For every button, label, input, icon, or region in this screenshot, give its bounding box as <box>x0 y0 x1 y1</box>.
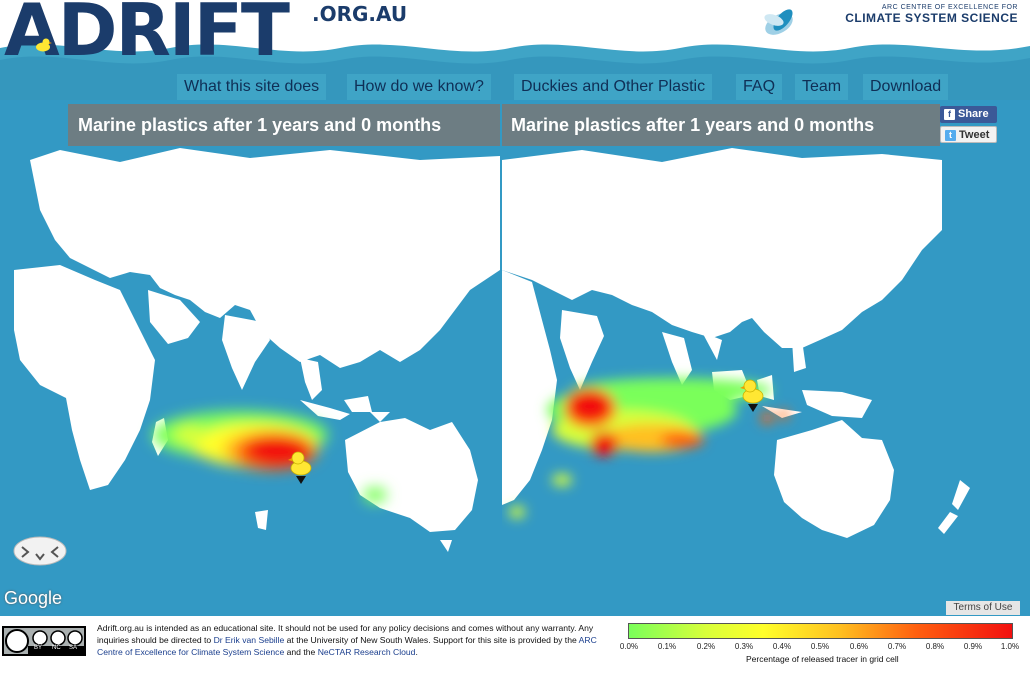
facebook-share-button[interactable]: f Share <box>940 106 997 123</box>
zoom-out-control[interactable] <box>12 534 68 568</box>
map-title-left: Marine plastics after 1 years and 0 mont… <box>68 104 500 146</box>
legend-tick: 0.9% <box>963 642 983 651</box>
cc-by-label: BY <box>34 645 43 651</box>
legend-tick: 0.2% <box>696 642 716 651</box>
site-header: ADRIFT .ORG.AU ARC CENTRE OF EXCELLENCE … <box>0 0 1030 100</box>
map-area: Google <box>0 100 1030 616</box>
nav-download[interactable]: Download <box>863 74 949 100</box>
disclaimer-text: Adrift.org.au is intended as an educatio… <box>97 622 602 658</box>
map-title-right: Marine plastics after 1 years and 0 mont… <box>502 104 940 146</box>
arc-centre-link[interactable]: ARC Centre of Excellence for Climate Sys… <box>97 635 597 657</box>
legend-tick: 0.3% <box>734 642 754 651</box>
erik-van-sebille-link[interactable]: Dr Erik van Sebille <box>213 635 285 645</box>
legend-tick: 1.0% <box>1000 642 1020 651</box>
partner-line1: ARC CENTRE OF EXCELLENCE FOR <box>881 4 1018 11</box>
cc-nc-label: NC <box>52 645 61 651</box>
nectar-link[interactable]: NeCTAR Research Cloud <box>317 647 416 657</box>
duck-marker-right[interactable] <box>740 379 764 412</box>
twitter-icon: t <box>945 130 956 141</box>
legend-tick: 0.4% <box>772 642 792 651</box>
duck-marker-left[interactable] <box>288 451 312 484</box>
map-panel-left[interactable]: Google <box>0 100 500 616</box>
legend-color-bar <box>628 623 1013 639</box>
legend-tick: 0.7% <box>887 642 907 651</box>
land-right <box>502 148 970 538</box>
legend-label: Percentage of released tracer in grid ce… <box>746 654 899 664</box>
site-logo[interactable]: ADRIFT <box>4 0 290 72</box>
tweet-button[interactable]: t Tweet <box>940 126 997 143</box>
share-label: Share <box>958 108 989 120</box>
logo-duck-icon <box>36 38 52 52</box>
legend-tick: 0.6% <box>849 642 869 651</box>
site-footer: BY NC SA Adrift.org.au is intended as an… <box>0 616 1030 681</box>
disclaimer-part: at the University of New South Wales. Su… <box>284 635 579 645</box>
nav-what-this-site-does[interactable]: What this site does <box>177 74 327 100</box>
partner-line2: CLIMATE SYSTEM SCIENCE <box>845 11 1018 25</box>
disclaimer-part: and the <box>284 647 318 657</box>
arc-leaf-icon <box>764 9 793 35</box>
tweet-label: Tweet <box>959 129 990 141</box>
legend-tick: 0.8% <box>925 642 945 651</box>
legend-tick: 0.0% <box>619 642 639 651</box>
legend-tick: 0.1% <box>657 642 677 651</box>
nav-team[interactable]: Team <box>795 74 849 100</box>
nav-duckies-and-other-plastic[interactable]: Duckies and Other Plastic <box>514 74 713 100</box>
site-logo-domain: .ORG.AU <box>312 2 408 26</box>
terms-of-use-link[interactable]: Terms of Use <box>946 601 1020 615</box>
plastic-heatmap-right <box>509 378 789 518</box>
map-panel-right[interactable] <box>502 100 1030 616</box>
cc-sa-label: SA <box>69 645 78 651</box>
cc-license-icon <box>4 628 84 654</box>
nav-how-do-we-know[interactable]: How do we know? <box>347 74 491 100</box>
land-left <box>14 148 500 552</box>
facebook-icon: f <box>944 109 955 120</box>
heatmap-legend: 0.0% 0.1% 0.2% 0.3% 0.4% 0.5% 0.6% 0.7% … <box>618 616 1024 676</box>
creative-commons-badge[interactable]: BY NC SA <box>2 626 86 656</box>
nav-faq[interactable]: FAQ <box>736 74 783 100</box>
disclaimer-part: . <box>415 647 418 657</box>
map-right-canvas[interactable] <box>502 100 1030 616</box>
map-left-canvas[interactable] <box>0 100 500 616</box>
arc-partner-logo[interactable]: ARC CENTRE OF EXCELLENCE FOR CLIMATE SYS… <box>764 4 1018 35</box>
legend-tick: 0.5% <box>810 642 830 651</box>
disclaimer-part: Adrift.org.au is intended as an educatio… <box>97 623 594 645</box>
google-logo: Google <box>4 588 63 608</box>
